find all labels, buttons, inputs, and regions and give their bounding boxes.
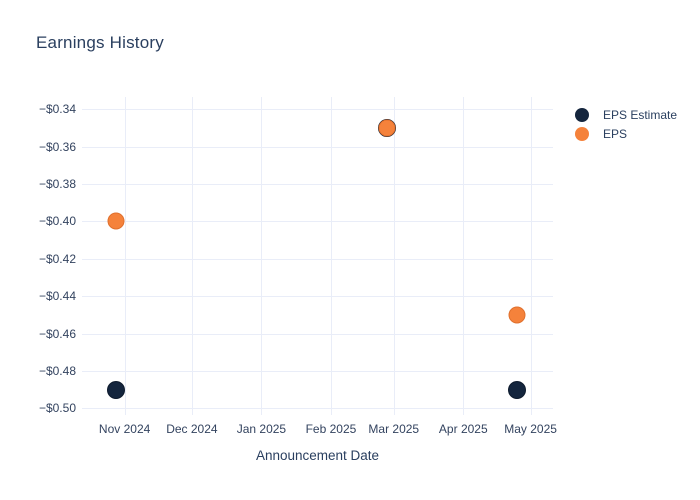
y-tick-label: −$0.46	[38, 326, 76, 341]
x-gridline	[330, 97, 332, 415]
x-axis-title: Announcement Date	[255, 448, 380, 463]
legend-label: EPS Estimate	[603, 107, 678, 122]
marker-eps[interactable]	[508, 306, 526, 324]
x-gridline	[191, 97, 193, 415]
marker-eps-estimate[interactable]	[106, 380, 125, 399]
y-gridline	[82, 221, 553, 223]
chart-title: Earnings History	[36, 33, 164, 52]
y-tick-label: −$0.44	[38, 289, 76, 304]
y-tick-label: −$0.38	[38, 176, 76, 191]
x-tick-label: Nov 2024	[98, 422, 151, 436]
y-gridline	[82, 109, 553, 111]
y-gridline	[82, 258, 553, 260]
y-tick-label: −$0.36	[38, 139, 76, 154]
plot-area: −$0.34 −$0.36 −$0.38 −$0.40 −$0.42 −$0.44 −$0.…	[39, 97, 557, 436]
legend-swatch-eps	[575, 126, 589, 141]
y-tick-label: −$0.50	[38, 401, 76, 416]
legend-label: EPS	[603, 126, 628, 141]
x-tick-label: Feb 2025	[305, 422, 357, 436]
x-tick-label: May 2025	[504, 422, 557, 436]
marker-eps[interactable]	[378, 119, 396, 137]
marker-eps-estimate[interactable]	[508, 380, 527, 399]
x-gridline	[463, 97, 465, 415]
x-tick-label: Apr 2025	[438, 422, 488, 436]
y-gridline	[82, 296, 553, 298]
x-tick-label: Mar 2025	[368, 422, 420, 436]
legend: EPS Estimate EPS	[575, 105, 677, 143]
legend-item-eps[interactable]: EPS	[575, 124, 677, 143]
y-gridline	[82, 333, 553, 335]
x-gridline	[261, 97, 263, 415]
y-tick-label: −$0.40	[38, 214, 76, 229]
y-tick-label: −$0.34	[38, 102, 76, 117]
x-gridline	[530, 97, 532, 415]
y-tick-label: −$0.48	[38, 364, 76, 379]
y-gridline	[82, 183, 553, 185]
x-tick-label: Jan 2025	[236, 422, 287, 436]
x-tick-label: Dec 2024	[166, 422, 218, 436]
x-gridline	[393, 97, 395, 415]
x-gridline	[124, 97, 126, 415]
legend-swatch-eps-estimate	[575, 107, 589, 122]
y-gridline	[82, 371, 553, 373]
marker-eps[interactable]	[107, 212, 125, 230]
y-gridline	[82, 146, 553, 148]
y-tick-label: −$0.42	[38, 251, 76, 266]
legend-item-eps-estimate[interactable]: EPS Estimate	[575, 105, 677, 124]
y-gridline	[82, 408, 553, 410]
